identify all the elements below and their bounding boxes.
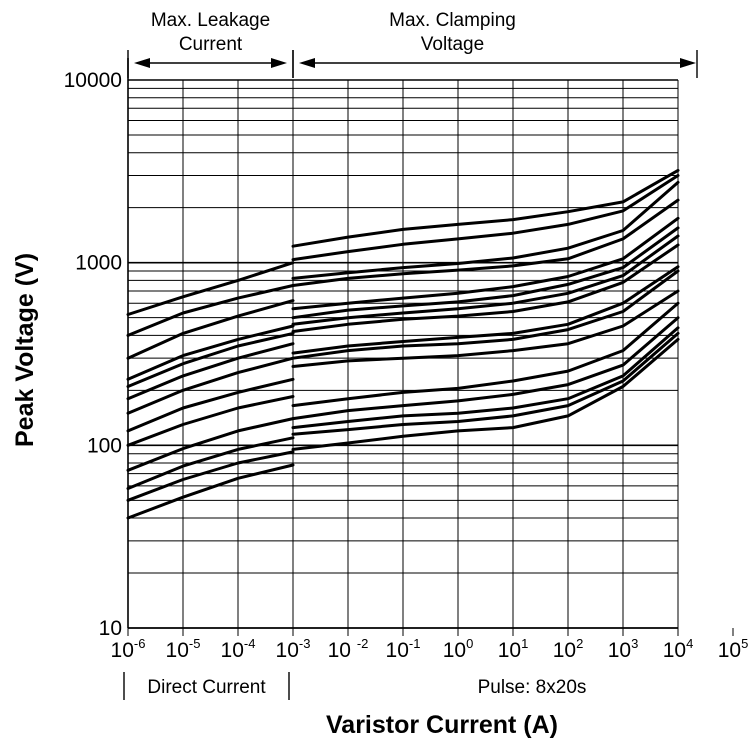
x-tick-labels: 10-6 10-5 10-4 10-3 10 -2 10-1 100 101 102 103 104… xyxy=(111,636,749,662)
arrow-right-icon xyxy=(271,58,287,68)
x-tick-label: 100 xyxy=(443,636,474,662)
pulse-series-line-16 xyxy=(291,337,680,451)
pulse-series-line-12 xyxy=(291,301,680,408)
x-axis-title: Varistor Current (A) xyxy=(326,711,558,739)
bottom-span-label: Direct Current xyxy=(147,677,266,698)
pulse-series-line-11 xyxy=(291,289,680,368)
dc-series-line-6 xyxy=(126,342,295,401)
bottom-span-2: Pulse: 8x20s xyxy=(478,677,587,698)
x-tick-label: 10 -2 xyxy=(328,636,369,662)
pulse-series-line-3 xyxy=(291,180,680,280)
y-tick-label: 10 xyxy=(99,617,122,640)
pulse-series-line-2 xyxy=(291,174,680,262)
pulse-series-line-5 xyxy=(291,216,680,311)
arrow-left-icon xyxy=(299,58,315,68)
pulse-series-line-10 xyxy=(291,269,680,360)
bottom-span-1: Direct Current xyxy=(123,672,290,700)
dc-series-line-11 xyxy=(126,436,295,490)
x-tick-label: 105 xyxy=(718,636,749,662)
x-tick-label: 101 xyxy=(498,636,529,662)
pulse-series-line-4 xyxy=(291,198,680,287)
pulse-series-line-15 xyxy=(291,331,680,436)
top-span-1: Max. Leakage Current xyxy=(127,10,294,78)
dc-series-line-12 xyxy=(126,450,295,502)
dc-series-line-5 xyxy=(126,331,295,388)
dc-series-line-9 xyxy=(126,395,295,447)
pulse-series-line-14 xyxy=(291,326,680,430)
x-tick-label: 102 xyxy=(553,636,584,662)
dc-series-line-3 xyxy=(126,299,295,360)
top-span-2: Max. Clamping Voltage xyxy=(292,10,698,78)
x-tick-label: 10-4 xyxy=(221,636,256,662)
dc-series-line-4 xyxy=(126,324,295,381)
pulse-series-line-13 xyxy=(291,316,680,421)
annotations: Max. Leakage Current Max. Clamping Voltage D… xyxy=(123,10,698,700)
arrow-left-icon xyxy=(134,58,150,68)
x-tick-label: 103 xyxy=(608,636,639,662)
pulse-series-line-1 xyxy=(291,168,680,248)
dc-series-line-2 xyxy=(126,284,295,337)
y-tick-label: 10000 xyxy=(64,69,122,92)
y-tick-label: 1000 xyxy=(75,252,122,275)
pulse-series-line-9 xyxy=(291,265,680,355)
pulse-series-line-6 xyxy=(291,226,680,320)
top-span-label-line1: Max. Clamping xyxy=(389,10,516,31)
dc-series-line-10 xyxy=(126,417,295,472)
top-span-label-line2: Voltage xyxy=(421,34,484,55)
y-tick-label: 100 xyxy=(87,434,122,457)
bottom-span-label: Pulse: 8x20s xyxy=(478,677,587,698)
dc-series-line-13 xyxy=(126,463,295,520)
plot-frame xyxy=(127,58,734,636)
x-tick-label: 10-6 xyxy=(111,636,146,662)
y-tick-labels: 10 100 1000 10000 xyxy=(64,69,122,640)
dc-series-line-1 xyxy=(126,261,295,316)
x-tick-label: 104 xyxy=(663,636,694,662)
x-tick-label: 10-1 xyxy=(386,636,421,662)
top-span-label-line1: Max. Leakage xyxy=(151,10,270,31)
pulse-series-line-8 xyxy=(291,243,680,333)
dc-series-line-7 xyxy=(126,356,295,415)
pulse-series-line-7 xyxy=(291,234,680,326)
x-tick-label: 10-5 xyxy=(166,636,201,662)
top-span-label-line2: Current xyxy=(179,34,243,55)
arrow-right-icon xyxy=(680,58,696,68)
dc-series-line-8 xyxy=(126,377,295,433)
series-layer xyxy=(126,168,680,520)
x-tick-label: 10-3 xyxy=(276,636,311,662)
y-axis-title: Peak Voltage (V) xyxy=(11,253,39,447)
